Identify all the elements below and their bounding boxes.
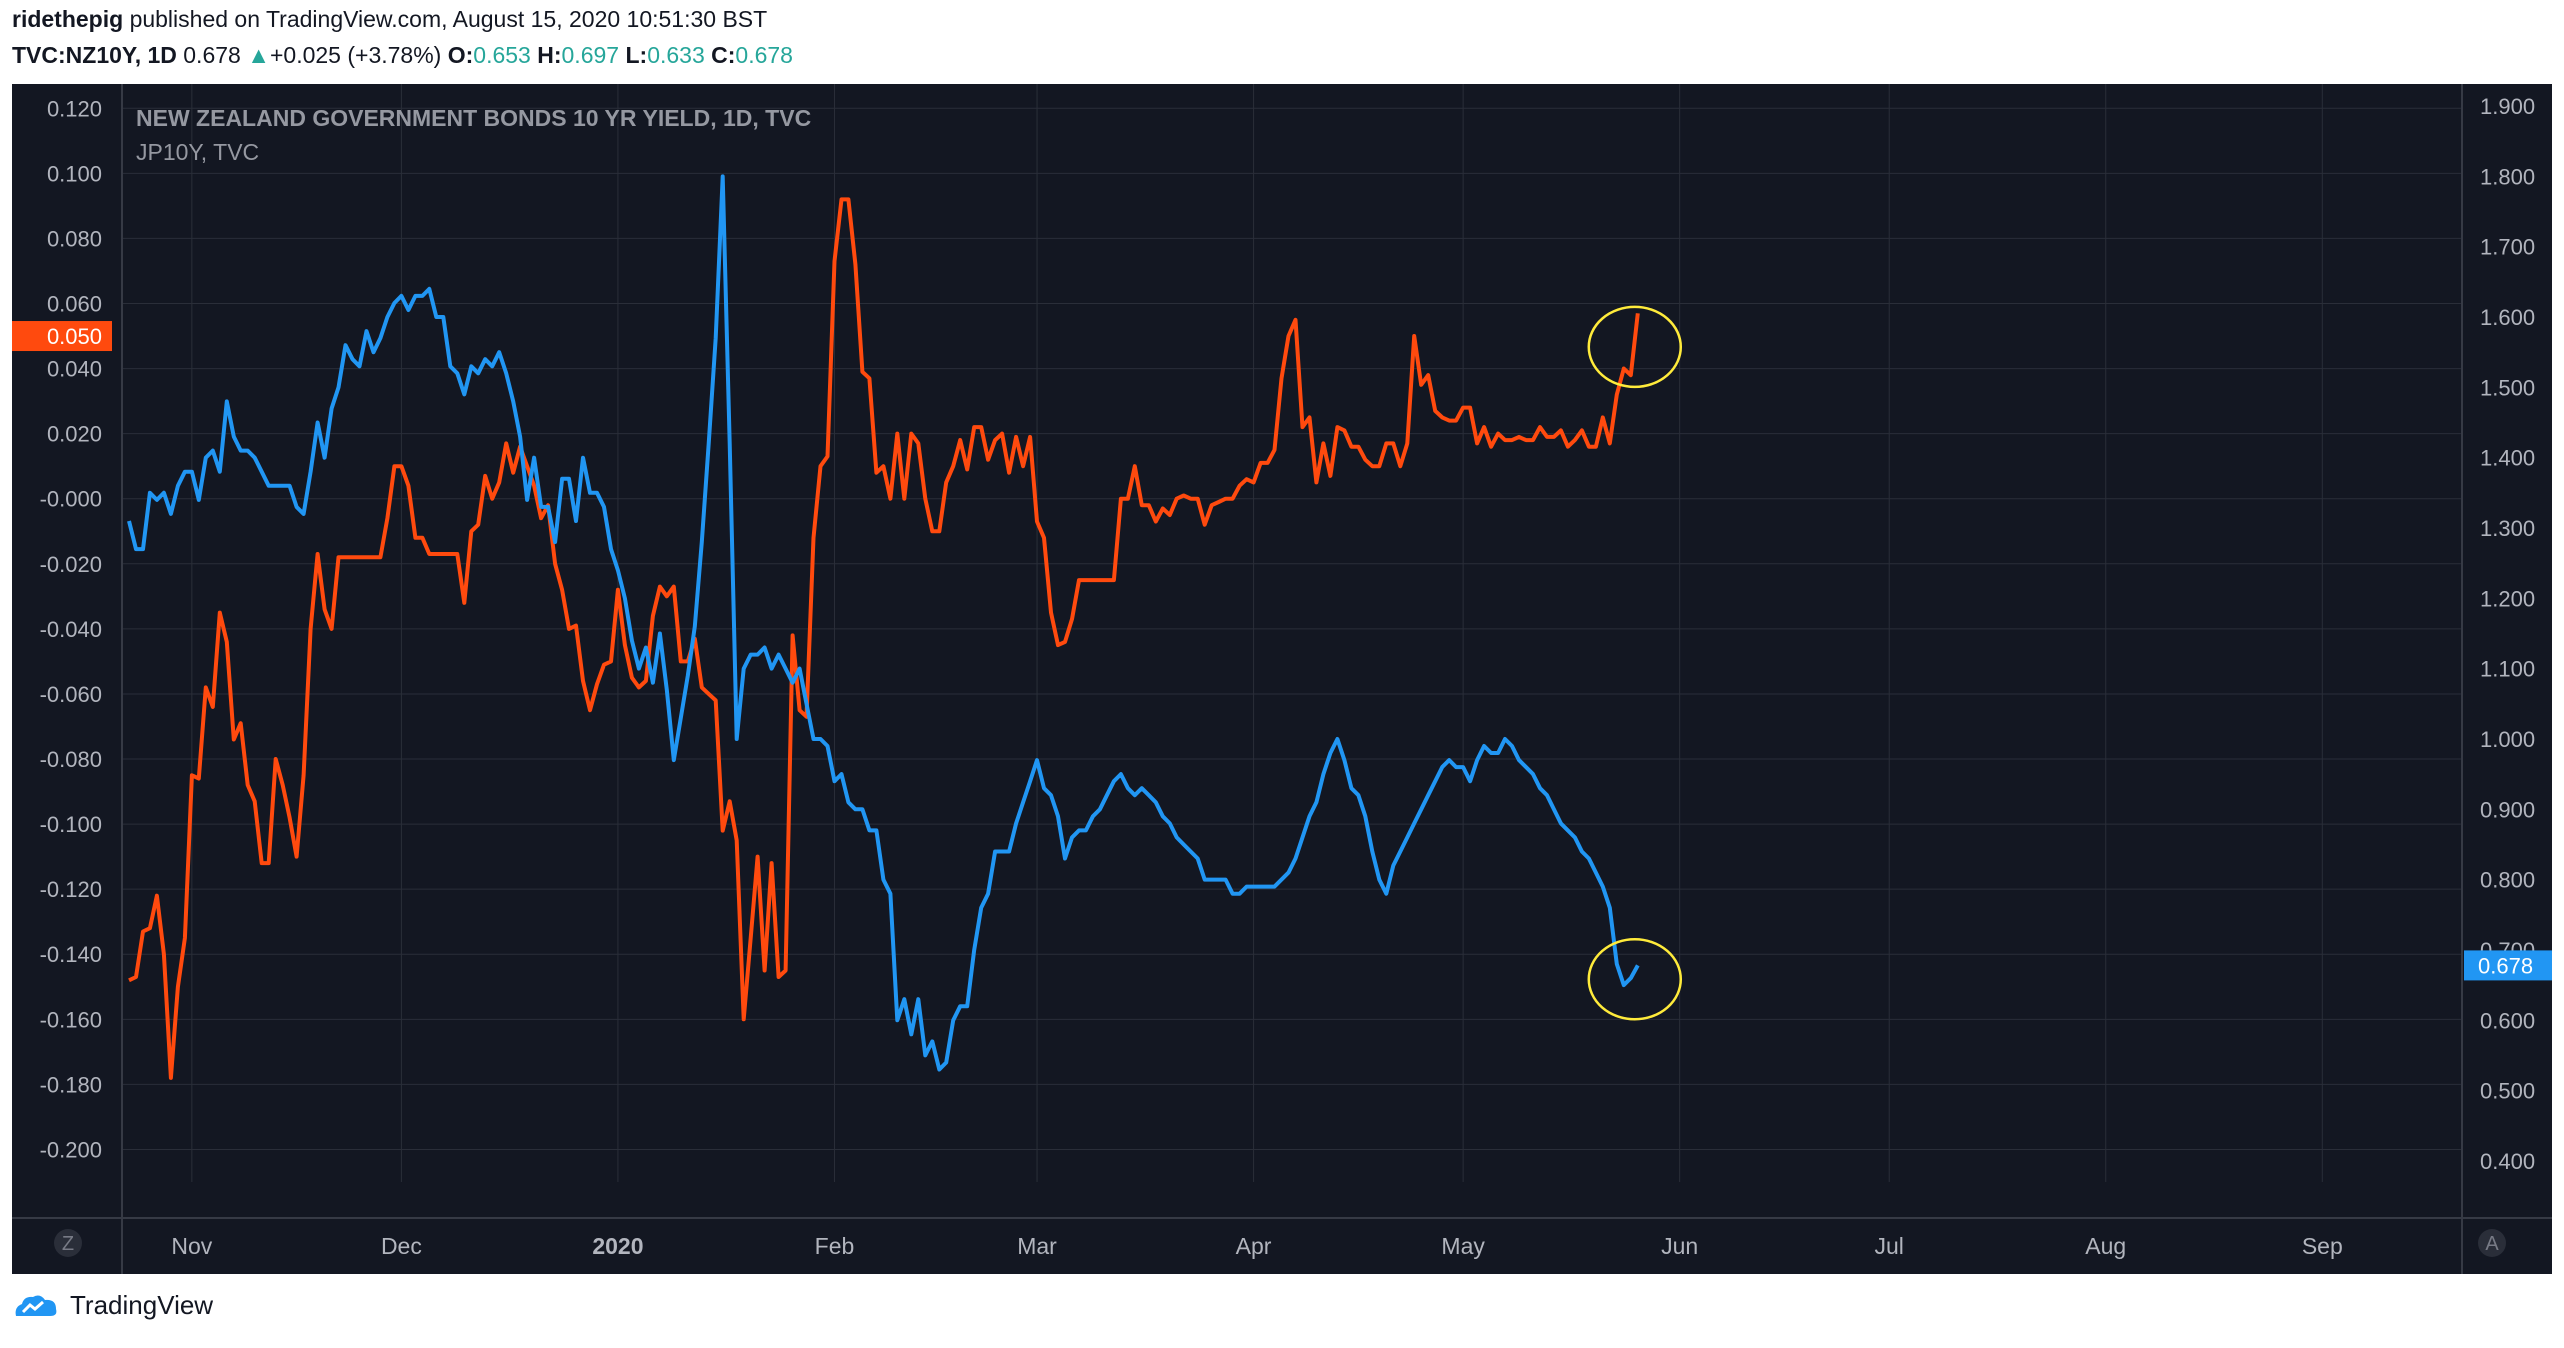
left-corner-button[interactable] bbox=[54, 1229, 82, 1257]
right-corner-label: A bbox=[2485, 1233, 2499, 1255]
right-current-value-tag bbox=[2464, 950, 2552, 981]
footer: TradingView bbox=[12, 1290, 213, 1321]
author-name[interactable]: ridethepig bbox=[12, 6, 124, 32]
right-tick-label: 1.800 bbox=[2480, 164, 2535, 189]
right-tick-label: 1.700 bbox=[2480, 235, 2535, 260]
time-tick-label: Feb bbox=[815, 1233, 855, 1259]
left-tick-label: 0.060 bbox=[47, 291, 102, 316]
right-tick-label: 0.500 bbox=[2480, 1079, 2535, 1104]
highlight-ellipse bbox=[1587, 938, 1683, 1021]
symbol-label: TVC:NZ10Y, 1D bbox=[12, 42, 177, 68]
nz10y-line bbox=[127, 174, 1640, 1072]
time-tick-label: May bbox=[1441, 1233, 1485, 1259]
time-tick-label: Mar bbox=[1017, 1233, 1057, 1259]
up-arrow-icon: ▲ bbox=[247, 42, 270, 68]
open-value: 0.653 bbox=[473, 42, 531, 68]
last-price: 0.678 bbox=[183, 42, 241, 68]
left-tick-label: 0.040 bbox=[47, 357, 102, 382]
brand-name[interactable]: TradingView bbox=[70, 1290, 214, 1320]
left-corner-label: Z bbox=[62, 1233, 74, 1255]
low-label: L: bbox=[625, 42, 648, 68]
left-tick-label: -0.040 bbox=[40, 617, 102, 642]
high-label: H: bbox=[537, 42, 562, 68]
annotations bbox=[1587, 305, 1683, 1021]
left-tick-label: -0.200 bbox=[40, 1137, 102, 1162]
jp10y-line bbox=[128, 197, 1640, 1080]
right-corner-button[interactable] bbox=[2478, 1229, 2506, 1257]
time-tick-label: 2020 bbox=[592, 1233, 643, 1259]
right-tick-label: 1.200 bbox=[2480, 586, 2535, 611]
right-tick-label: 0.600 bbox=[2480, 1008, 2535, 1033]
time-tick-label: Nov bbox=[171, 1233, 212, 1259]
right-tick-label: 1.900 bbox=[2480, 94, 2535, 119]
right-tick-label: 1.600 bbox=[2480, 305, 2535, 330]
close-label: C: bbox=[711, 42, 736, 68]
left-tick-label: -0.100 bbox=[40, 812, 102, 837]
right-tick-label: 0.800 bbox=[2480, 868, 2535, 893]
time-tick-label: Jul bbox=[1875, 1233, 1904, 1259]
right-tick-label: 1.100 bbox=[2480, 657, 2535, 682]
time-tick-label: Sep bbox=[2302, 1233, 2343, 1259]
time-tick-label: Jun bbox=[1661, 1233, 1698, 1259]
right-tick-label: 1.300 bbox=[2480, 516, 2535, 541]
publish-text: published on TradingView.com, August 15,… bbox=[129, 6, 768, 32]
left-tick-label: -0.020 bbox=[40, 552, 102, 577]
chart-svg[interactable]: 0.120 0.100 0.080 0.060 0.040 0.020 -0.000 -0.0… bbox=[12, 84, 2552, 1274]
left-current-value: 0.050 bbox=[47, 324, 102, 349]
left-tick-label: 0.120 bbox=[47, 96, 102, 121]
price-change: +0.025 (+3.78%) bbox=[269, 42, 442, 68]
time-tick-label: Aug bbox=[2085, 1233, 2126, 1259]
left-current-value-tag bbox=[12, 321, 112, 352]
left-tick-label: -0.180 bbox=[40, 1072, 102, 1097]
right-tick-label: 1.500 bbox=[2480, 375, 2535, 400]
time-axis[interactable]: Nov Dec 2020 Feb Mar Apr May Jun Jul Aug Sep Z A bbox=[54, 1229, 2506, 1259]
low-value: 0.633 bbox=[647, 42, 705, 68]
right-tick-label: 0.400 bbox=[2480, 1149, 2535, 1174]
close-value: 0.678 bbox=[735, 42, 793, 68]
high-value: 0.697 bbox=[561, 42, 620, 68]
left-tick-label: 0.020 bbox=[47, 422, 102, 447]
left-tick-label: 0.100 bbox=[47, 161, 102, 186]
left-tick-label: -0.060 bbox=[40, 682, 102, 707]
grid-lines bbox=[12, 84, 2552, 1274]
left-price-axis[interactable]: 0.120 0.100 0.080 0.060 0.040 0.020 -0.000 -0.0… bbox=[40, 96, 102, 1162]
current-value-labels: 0.050 0.678 bbox=[12, 321, 2552, 981]
right-tick-label: 1.000 bbox=[2480, 727, 2535, 752]
chart-frame[interactable]: 0.120 0.100 0.080 0.060 0.040 0.020 -0.000 -0.0… bbox=[12, 84, 2552, 1274]
left-tick-label: -0.160 bbox=[40, 1007, 102, 1032]
right-tick-label: 1.400 bbox=[2480, 446, 2535, 471]
right-tick-label: 0.900 bbox=[2480, 797, 2535, 822]
time-tick-label: Apr bbox=[1236, 1233, 1272, 1259]
open-label: O: bbox=[447, 42, 474, 68]
left-tick-label: -0.000 bbox=[40, 487, 102, 512]
chart-subtitle: JP10Y, TVC bbox=[136, 139, 259, 165]
left-tick-label: -0.140 bbox=[40, 942, 102, 967]
right-price-axis[interactable]: 1.900 1.800 1.700 1.600 1.500 1.400 1.300 1.200… bbox=[2480, 94, 2535, 1174]
left-tick-label: -0.080 bbox=[40, 747, 102, 772]
time-tick-label: Dec bbox=[381, 1233, 422, 1259]
left-tick-label: 0.080 bbox=[47, 226, 102, 251]
highlight-ellipse bbox=[1587, 305, 1683, 389]
tradingview-logo-icon[interactable] bbox=[12, 1292, 60, 1320]
symbol-ohlc-bar: TVC:NZ10Y, 1D 0.678 ▲+0.025 (+3.78%) O:0… bbox=[12, 42, 793, 69]
right-current-value: 0.678 bbox=[2478, 953, 2533, 978]
series-lines bbox=[127, 174, 1640, 1080]
chart-title: NEW ZEALAND GOVERNMENT BONDS 10 YR YIELD… bbox=[136, 105, 811, 131]
left-tick-label: -0.120 bbox=[40, 877, 102, 902]
publish-info: ridethepig published on TradingView.com,… bbox=[12, 6, 767, 33]
